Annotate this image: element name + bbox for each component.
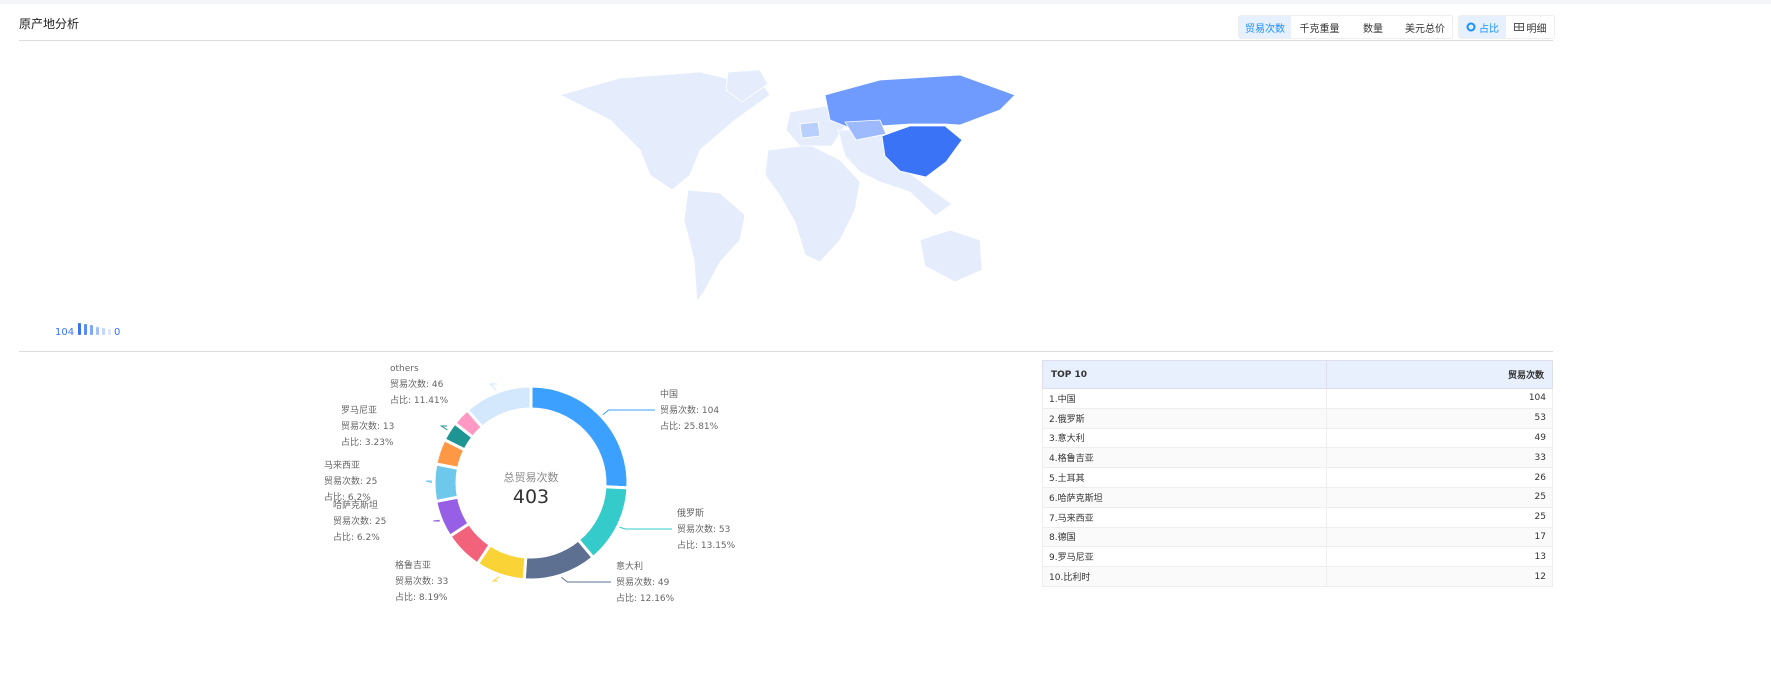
leader-line bbox=[491, 576, 500, 582]
table-row: 2.俄罗斯 53 bbox=[1042, 407, 1554, 429]
table-row: 7.马来西亚 25 bbox=[1042, 506, 1554, 528]
leader-line bbox=[425, 480, 433, 484]
slice-share: 占比: 11.41% bbox=[390, 394, 449, 406]
table-row: 4.格鲁吉亚 33 bbox=[1042, 447, 1554, 469]
slice-name: 马来西亚 bbox=[324, 460, 360, 471]
count-cell: 13 bbox=[1325, 546, 1554, 568]
count-cell: 53 bbox=[1325, 407, 1554, 429]
count-cell: 25 bbox=[1325, 506, 1554, 528]
view-label: 占比 bbox=[1479, 23, 1499, 35]
origin-cell: 7.马来西亚 bbox=[1042, 506, 1327, 528]
legend-max: 104 bbox=[55, 327, 74, 338]
metric-tabs: 贸易次数 千克重量 数量 美元总价 bbox=[1238, 15, 1453, 39]
slice bbox=[465, 384, 533, 430]
table-row: 6.哈萨克斯坦 25 bbox=[1042, 486, 1554, 508]
top10-table: TOP 10 贸易次数 1.中国 104 2.俄罗斯 53 3.意大利 49 4.格鲁吉亚 33… bbox=[1042, 360, 1554, 587]
slice-share: 占比: 8.19% bbox=[395, 591, 448, 603]
count-cell: 33 bbox=[1325, 447, 1554, 469]
count-cell: 25 bbox=[1325, 486, 1554, 508]
leader-line bbox=[439, 425, 448, 431]
slice-value: 贸易次数: 13 bbox=[341, 420, 394, 432]
panel-title: 原产地分析 bbox=[19, 17, 80, 31]
leader-line bbox=[602, 409, 655, 416]
origin-cell: 10.比利时 bbox=[1042, 566, 1327, 587]
origin-cell: 4.格鲁吉亚 bbox=[1042, 447, 1327, 469]
slice-name: 意大利 bbox=[616, 560, 643, 572]
slice-name: 罗马尼亚 bbox=[341, 405, 377, 416]
tab[interactable]: 千克重量 bbox=[1299, 23, 1340, 35]
origin-cell: 5.土耳其 bbox=[1042, 467, 1327, 488]
leader-line bbox=[619, 526, 672, 530]
world-map bbox=[558, 69, 1016, 304]
slice bbox=[522, 537, 596, 582]
slice-share: 占比: 25.81% bbox=[660, 420, 719, 432]
origin-cell: 1.中国 bbox=[1042, 388, 1327, 409]
origin-cell: 8.德国 bbox=[1042, 526, 1327, 548]
grid-icon bbox=[1513, 23, 1524, 31]
slice-value: 贸易次数: 46 bbox=[390, 378, 444, 390]
table-row: 10.比利时 12 bbox=[1042, 566, 1554, 587]
divider bbox=[19, 40, 1553, 41]
leader-line bbox=[561, 576, 611, 583]
origin-cell: 9.罗马尼亚 bbox=[1042, 546, 1327, 568]
count-cell: 104 bbox=[1325, 388, 1554, 409]
slice-value: 贸易次数: 104 bbox=[660, 404, 719, 416]
table-row: 1.中国 104 bbox=[1042, 388, 1554, 409]
leader-line bbox=[433, 519, 440, 522]
table-row: 5.土耳其 26 bbox=[1042, 467, 1554, 488]
slice-name: 中国 bbox=[660, 388, 678, 400]
slice-value: 贸易次数: 33 bbox=[395, 575, 448, 587]
center-total: 403 bbox=[513, 486, 549, 508]
divider bbox=[19, 351, 1553, 352]
table-row: 9.罗马尼亚 13 bbox=[1042, 546, 1554, 568]
leader-line bbox=[489, 383, 497, 391]
slice-share: 占比: 6.2% bbox=[324, 491, 371, 503]
view-label: 明细 bbox=[1526, 23, 1547, 35]
slice-name: others bbox=[390, 364, 419, 374]
slice-name: 俄罗斯 bbox=[677, 507, 704, 519]
slice-value: 贸易次数: 25 bbox=[333, 515, 386, 527]
origin-cell: 6.哈萨克斯坦 bbox=[1042, 486, 1327, 508]
legend-scale bbox=[78, 323, 111, 335]
count-cell: 49 bbox=[1325, 427, 1554, 449]
table-header: TOP 10 bbox=[1042, 360, 1327, 389]
count-cell: 17 bbox=[1325, 526, 1554, 548]
slice-share: 占比: 13.15% bbox=[677, 539, 736, 551]
view-tabs: 占比 明细 bbox=[1458, 15, 1555, 39]
tab[interactable]: 贸易次数 bbox=[1239, 16, 1291, 38]
slice-value: 贸易次数: 53 bbox=[677, 523, 730, 535]
center-label: 总贸易次数 bbox=[504, 470, 559, 484]
tab[interactable]: 数量 bbox=[1363, 23, 1383, 35]
table-row: 8.德国 17 bbox=[1042, 526, 1554, 548]
slice-value: 贸易次数: 49 bbox=[616, 576, 670, 588]
slice bbox=[432, 462, 461, 504]
slice-name: 格鲁吉亚 bbox=[395, 559, 431, 571]
count-cell: 12 bbox=[1325, 566, 1554, 587]
view-tab[interactable]: 明细 bbox=[1506, 16, 1554, 38]
legend-min: 0 bbox=[114, 327, 120, 338]
slice-name: 哈萨克斯坦 bbox=[333, 499, 378, 511]
slice-share: 占比: 12.16% bbox=[616, 592, 675, 604]
slice-share: 占比: 6.2% bbox=[333, 531, 380, 543]
count-cell: 26 bbox=[1325, 467, 1554, 488]
slice-share: 占比: 3.23% bbox=[341, 436, 394, 448]
slice-value: 贸易次数: 25 bbox=[324, 475, 377, 487]
origin-cell: 2.俄罗斯 bbox=[1042, 407, 1327, 429]
origin-cell: 3.意大利 bbox=[1042, 427, 1327, 449]
view-tab[interactable]: 占比 bbox=[1459, 16, 1506, 38]
donut-icon bbox=[1466, 22, 1476, 32]
tab[interactable]: 美元总价 bbox=[1405, 23, 1445, 35]
table-header: 贸易次数 bbox=[1325, 360, 1554, 389]
table-row: 3.意大利 49 bbox=[1042, 427, 1554, 449]
